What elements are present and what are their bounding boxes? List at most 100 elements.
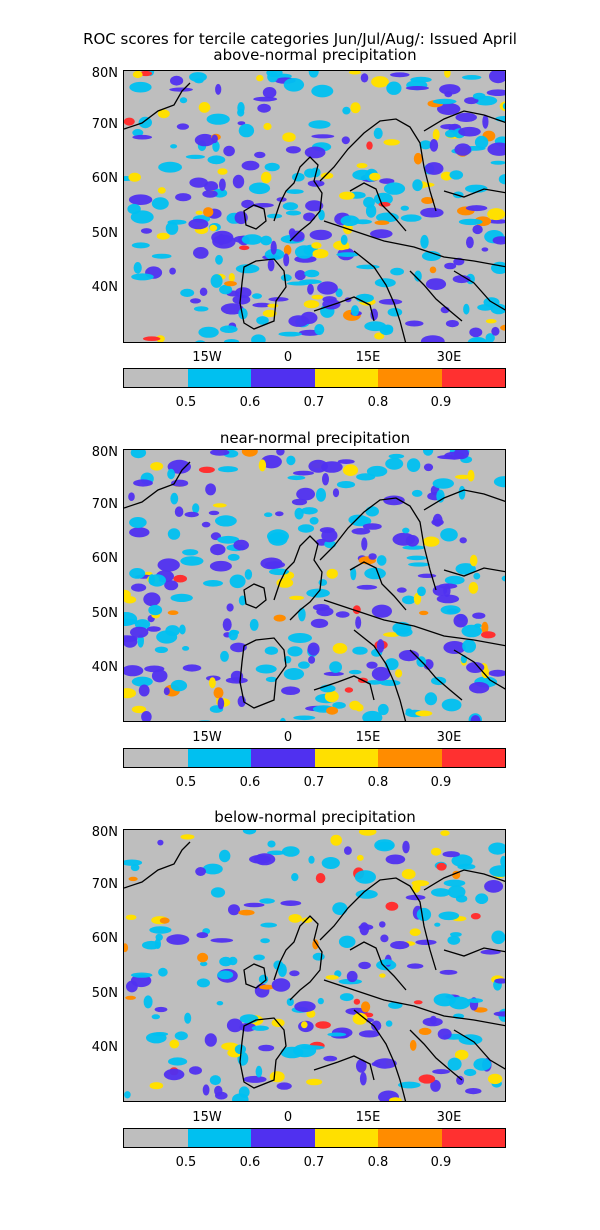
score-blob [405, 320, 424, 327]
score-blob [420, 335, 445, 342]
score-blob [301, 1021, 308, 1029]
colorbar-label: 0.7 [303, 1155, 325, 1170]
score-blob [462, 75, 482, 80]
score-blob [304, 146, 326, 159]
score-blob [374, 332, 385, 340]
score-blob [226, 1018, 243, 1033]
score-blob [332, 702, 346, 709]
score-blob [420, 207, 444, 218]
score-blob [307, 642, 320, 656]
score-blob [311, 294, 324, 300]
score-blob [197, 952, 209, 963]
score-blob [366, 141, 373, 150]
score-blob [498, 174, 505, 185]
score-blob [220, 303, 244, 315]
score-blob [248, 182, 271, 195]
coastline [409, 649, 463, 701]
colorbar-above [123, 368, 506, 388]
score-blob [329, 661, 342, 673]
map-field-below [124, 830, 505, 1101]
score-blob [288, 633, 312, 643]
score-blob [365, 506, 379, 517]
score-blob [387, 307, 403, 317]
score-blob [286, 189, 304, 194]
score-blob [425, 278, 447, 290]
score-blob [432, 98, 457, 105]
score-blob [464, 97, 479, 105]
score-blob [312, 604, 330, 611]
score-blob [182, 549, 199, 556]
score-blob [488, 842, 505, 855]
coastline [323, 979, 505, 1027]
score-blob [440, 171, 453, 181]
coastline [273, 535, 323, 621]
score-blob [288, 228, 296, 237]
score-blob [216, 1001, 224, 1006]
score-blob [332, 643, 348, 654]
coastline [453, 649, 505, 690]
score-blob [294, 1001, 316, 1013]
score-blob [380, 959, 394, 966]
score-blob [304, 269, 320, 278]
score-blob [171, 479, 189, 487]
score-blob [469, 554, 478, 567]
score-blob [368, 553, 377, 560]
score-blob [267, 840, 276, 848]
colorbar-label: 0.8 [367, 1155, 389, 1170]
score-blob [189, 1066, 202, 1075]
score-blob [256, 74, 264, 82]
score-blob [307, 283, 314, 295]
score-blob [220, 325, 238, 333]
coastline [313, 675, 375, 701]
coastline [323, 220, 505, 268]
score-blob [217, 970, 234, 980]
score-blob [424, 692, 438, 706]
score-blob [124, 665, 144, 677]
score-blob [157, 558, 180, 572]
score-blob [361, 537, 368, 551]
score-blob [432, 1069, 450, 1075]
score-blob [174, 1031, 188, 1041]
score-blob [350, 102, 361, 114]
lat-label: 80N [91, 66, 118, 81]
score-blob [180, 288, 195, 297]
score-blob [190, 298, 201, 304]
score-blob [212, 140, 220, 152]
score-blob [283, 78, 305, 92]
score-blob [195, 340, 206, 342]
colorbar-label: 0.8 [367, 775, 389, 790]
score-blob [198, 326, 219, 338]
score-blob [465, 1088, 482, 1095]
score-blob [491, 930, 505, 945]
score-blob [422, 1017, 443, 1027]
score-blob [332, 488, 340, 498]
score-blob [244, 569, 253, 580]
score-blob [356, 264, 380, 270]
score-blob [170, 75, 184, 86]
score-blob [275, 511, 284, 517]
colorbar-label: 0.5 [175, 1155, 197, 1170]
score-blob [157, 187, 166, 194]
score-blob [146, 626, 161, 632]
score-blob [443, 641, 466, 654]
colorbar-segment [187, 369, 251, 387]
score-blob [174, 506, 184, 517]
score-blob [249, 618, 259, 631]
coastline [349, 941, 407, 991]
score-blob [450, 932, 462, 937]
score-blob [210, 938, 234, 943]
score-blob [165, 221, 179, 235]
score-blob [185, 154, 205, 159]
score-blob [455, 112, 478, 122]
score-blob [218, 466, 238, 473]
score-blob [442, 851, 460, 858]
score-blob [463, 303, 470, 315]
score-blob [263, 122, 272, 131]
lon-label: 0 [283, 1110, 293, 1125]
score-blob [453, 613, 468, 628]
score-blob [379, 325, 394, 336]
colorbar-segment [251, 1129, 315, 1147]
score-blob [228, 904, 240, 916]
coastline [243, 583, 267, 609]
score-blob [312, 952, 325, 961]
